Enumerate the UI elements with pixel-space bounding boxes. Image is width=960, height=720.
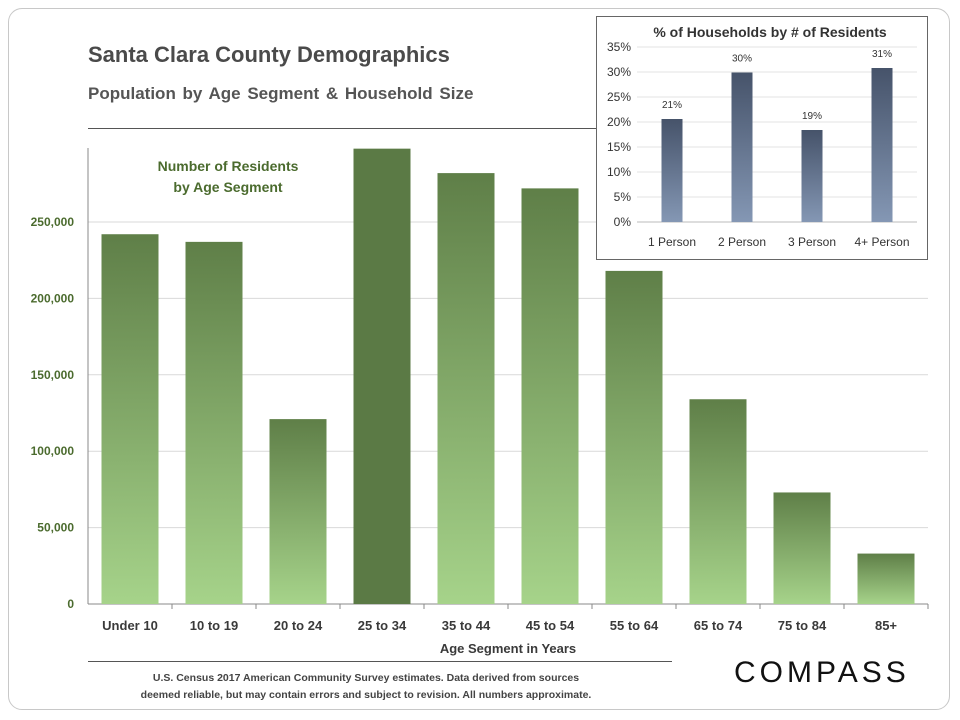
y-tick-label: 20% <box>607 115 631 129</box>
x-tick-label: 75 to 84 <box>778 618 827 633</box>
chart-title: by Age Segment <box>173 179 283 195</box>
bar <box>269 419 327 604</box>
bar <box>437 173 495 604</box>
data-label: 31% <box>872 49 892 60</box>
y-tick-label: 150,000 <box>31 368 75 382</box>
title-divider <box>88 128 596 129</box>
bar <box>101 234 159 604</box>
x-tick-label: 4+ Person <box>854 235 909 249</box>
source-note: U.S. Census 2017 American Community Surv… <box>88 670 644 704</box>
inset-chart-title: % of Households by # of Residents <box>653 24 887 40</box>
data-label: 21% <box>662 100 682 111</box>
page-title: Santa Clara County Demographics <box>88 42 450 67</box>
bar <box>871 68 893 222</box>
bar <box>661 119 683 222</box>
x-tick-label: Under 10 <box>102 618 158 633</box>
x-tick-label: 45 to 54 <box>526 618 575 633</box>
y-tick-label: 200,000 <box>31 291 75 305</box>
bar <box>801 130 823 222</box>
chart-title: Number of Residents <box>158 158 299 174</box>
x-tick-label: 20 to 24 <box>274 618 323 633</box>
x-tick-label: 25 to 34 <box>358 618 407 633</box>
page-subtitle: Population by Age Segment & Household Si… <box>88 84 474 103</box>
bar <box>773 492 831 604</box>
bar <box>605 270 663 604</box>
source-note-line-2: deemed reliable, but may contain errors … <box>140 689 592 701</box>
bar <box>353 148 411 604</box>
x-tick-label: 35 to 44 <box>442 618 491 633</box>
source-note-line-1: U.S. Census 2017 American Community Surv… <box>152 672 580 684</box>
y-tick-label: 50,000 <box>37 521 74 535</box>
bar <box>731 72 753 222</box>
data-label: 30% <box>732 54 752 65</box>
x-tick-label: 2 Person <box>718 235 766 249</box>
compass-logo: COMPASS <box>734 656 910 689</box>
bar <box>689 399 747 604</box>
y-tick-label: 25% <box>607 90 631 104</box>
bar <box>185 241 243 604</box>
bar <box>521 188 579 604</box>
x-tick-label: 85+ <box>875 618 897 633</box>
y-tick-label: 30% <box>607 65 631 79</box>
x-tick-label: 65 to 74 <box>694 618 743 633</box>
x-axis-title: Age Segment in Years <box>440 641 576 656</box>
y-tick-label: 100,000 <box>31 444 75 458</box>
y-tick-label: 15% <box>607 140 631 154</box>
x-tick-label: 55 to 64 <box>610 618 659 633</box>
y-tick-label: 0% <box>614 215 632 229</box>
y-tick-label: 250,000 <box>31 215 75 229</box>
footer-divider <box>88 661 672 662</box>
x-tick-label: 10 to 19 <box>190 618 238 633</box>
y-tick-label: 0 <box>67 597 74 611</box>
y-tick-label: 10% <box>607 165 631 179</box>
y-tick-label: 35% <box>607 40 631 54</box>
x-tick-label: 1 Person <box>648 235 696 249</box>
slide-frame <box>8 8 950 710</box>
bar <box>857 553 915 604</box>
y-tick-label: 5% <box>614 190 632 204</box>
x-tick-label: 3 Person <box>788 235 836 249</box>
data-label: 19% <box>802 111 822 122</box>
